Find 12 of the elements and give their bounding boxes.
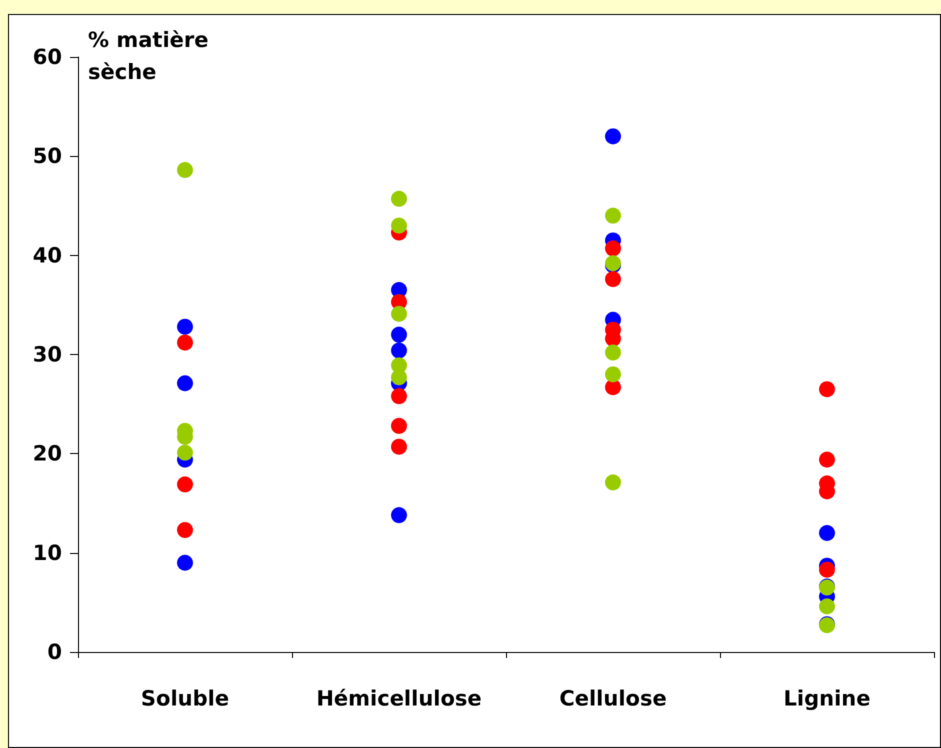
y-tick-label: 50 [32,144,62,168]
x-tick-label: Soluble [140,686,230,710]
y-tick-label: 20 [32,442,62,466]
y-tick-label: 10 [32,540,62,565]
x-tick-label: Lignine [784,686,870,710]
y-axis-title: % matière sèche [88,27,210,86]
y-tick-label: 60 [32,45,62,69]
y-tick-label: 30 [32,342,62,366]
x-tick-label: Hémicellulose [316,686,482,710]
y-tick-label: 40 [32,243,62,268]
x-tick-label: Cellulose [559,686,667,710]
y-tick-label: 0 [47,640,62,664]
